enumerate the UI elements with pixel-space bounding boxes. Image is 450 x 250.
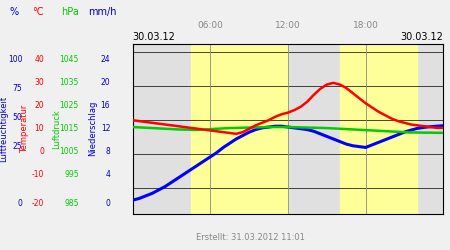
Text: 30.03.12: 30.03.12 [133, 32, 176, 42]
Text: 50: 50 [13, 113, 22, 122]
Text: 10: 10 [35, 124, 44, 133]
Text: 1025: 1025 [59, 101, 79, 110]
Text: Niederschlag: Niederschlag [88, 101, 97, 156]
Text: 40: 40 [34, 56, 44, 64]
Text: Luftfeuchtigkeit: Luftfeuchtigkeit [0, 96, 8, 162]
Text: 0: 0 [18, 199, 22, 208]
Text: 06:00: 06:00 [198, 21, 223, 30]
Text: 100: 100 [8, 56, 22, 64]
Text: 995: 995 [64, 170, 79, 179]
Text: mm/h: mm/h [88, 8, 117, 18]
Text: 8: 8 [105, 147, 110, 156]
Text: hPa: hPa [61, 8, 79, 18]
Bar [191, 44, 288, 214]
Text: 24: 24 [101, 56, 110, 64]
Text: 1045: 1045 [59, 56, 79, 64]
Text: 12:00: 12:00 [275, 21, 301, 30]
Text: °C: °C [32, 8, 44, 18]
Text: 20: 20 [35, 101, 44, 110]
Text: 75: 75 [13, 84, 22, 93]
Text: -20: -20 [32, 199, 44, 208]
Text: 30.03.12: 30.03.12 [400, 32, 443, 42]
Text: 18:00: 18:00 [353, 21, 378, 30]
Text: Temperatur: Temperatur [20, 104, 29, 153]
Text: 0: 0 [39, 147, 44, 156]
Text: 1005: 1005 [59, 147, 79, 156]
Text: 12: 12 [101, 124, 110, 133]
Text: 1015: 1015 [59, 124, 79, 133]
Text: 20: 20 [101, 78, 110, 87]
Text: 0: 0 [105, 199, 110, 208]
Text: 1035: 1035 [59, 78, 79, 87]
Text: 16: 16 [101, 101, 110, 110]
Text: Erstellt: 31.03.2012 11:01: Erstellt: 31.03.2012 11:01 [196, 234, 305, 242]
Text: 985: 985 [64, 199, 79, 208]
Text: %: % [10, 8, 19, 18]
Bar [340, 44, 417, 214]
Text: 30: 30 [34, 78, 44, 87]
Text: 4: 4 [105, 170, 110, 179]
Text: 25: 25 [13, 142, 22, 151]
Text: Luftdruck: Luftdruck [52, 109, 61, 148]
Text: -10: -10 [32, 170, 44, 179]
